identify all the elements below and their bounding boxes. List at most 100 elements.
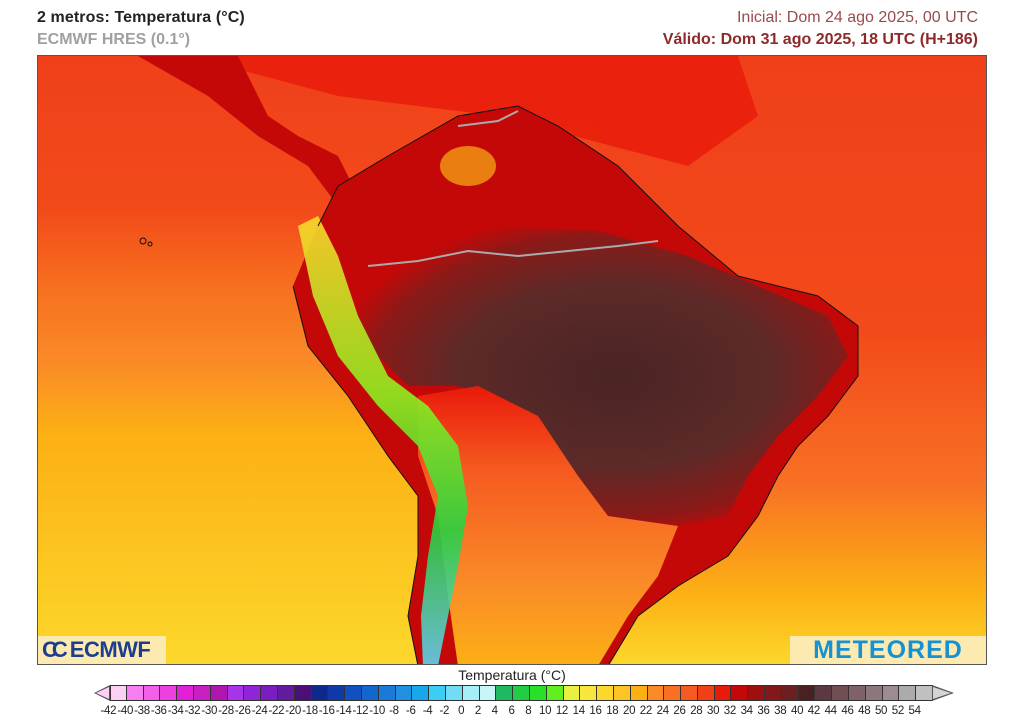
colorbar-tick-label: -16 (318, 705, 335, 717)
colorbar-swatch (765, 685, 782, 701)
colorbar-swatch (630, 685, 648, 701)
colorbar-swatch (412, 685, 430, 701)
colorbar-swatch (529, 685, 547, 701)
colorbar-swatch (311, 685, 329, 701)
colorbar-swatch (731, 685, 749, 701)
colorbar-tick-label: 44 (824, 705, 837, 717)
colorbar-tick-label: -4 (422, 705, 433, 717)
colorbar-tick-label: 36 (757, 705, 770, 717)
colorbar-swatch (445, 685, 463, 701)
colorbar-tick-label: -32 (184, 705, 201, 717)
colorbar-tick-label: 24 (656, 705, 669, 717)
colorbar-swatch (748, 685, 766, 701)
colorbar-tick-label: 2 (474, 705, 481, 717)
colorbar-tick-label: -2 (439, 705, 450, 717)
colorbar-tick-label: 20 (623, 705, 636, 717)
colorbar-tick-label: 26 (673, 705, 686, 717)
colorbar-tick-label: -28 (218, 705, 234, 717)
colorbar-tick-label: 50 (874, 705, 888, 717)
colorbar-swatch (193, 685, 211, 701)
colorbar-tick-label: 30 (706, 705, 720, 717)
colorbar-tick-label: 12 (555, 705, 569, 717)
colorbar-swatch (126, 685, 144, 701)
colorbar-swatch (361, 685, 379, 701)
colorbar-tick-label: -14 (335, 705, 352, 717)
colorbar-tick-label: -22 (268, 705, 285, 717)
colorbar-tick-label: 54 (908, 705, 921, 717)
colorbar-swatch (479, 685, 497, 701)
colorbar-tick-label: -18 (302, 705, 318, 717)
colorbar-title: Temperatura (°C) (458, 667, 566, 683)
colorbar-tick-label: -38 (134, 705, 150, 717)
colorbar-swatch (210, 685, 228, 701)
colorbar-tick-label: 28 (690, 705, 703, 717)
initial-time: Inicial: Dom 24 ago 2025, 00 UTC (736, 9, 978, 26)
colorbar-tick-label: 6 (508, 705, 515, 717)
map-canvas (38, 56, 986, 664)
valid-time: Válido: Dom 31 ago 2025, 18 UTC (H+186) (662, 31, 978, 48)
colorbar-tick-label: 4 (491, 705, 498, 717)
colorbar-tick-label: 22 (639, 705, 652, 717)
chart-title: 2 metros: Temperatura (°C) (37, 9, 245, 26)
colorbar-swatch (143, 685, 161, 701)
colorbar-tick-label: 0 (458, 705, 465, 717)
colorbar-swatch (832, 685, 850, 701)
colorbar-tick-label: 52 (891, 705, 904, 717)
colorbar-tick-label: -10 (369, 705, 386, 717)
colorbar-swatch (899, 685, 917, 701)
colorbar-swatch (714, 685, 732, 701)
colorbar-tick-label: 10 (539, 705, 552, 717)
colorbar-swatch (815, 685, 833, 701)
colorbar-swatch (647, 685, 665, 701)
colorbar-tick-label: -8 (389, 705, 399, 717)
colorbar-swatch (865, 685, 883, 701)
colorbar-swatch (681, 685, 698, 701)
colorbar-tick-label: -26 (234, 705, 251, 717)
colorbar-tick-label: 38 (774, 705, 787, 717)
colorbar-max-arrow-icon (932, 685, 955, 701)
colorbar-swatch (110, 685, 127, 701)
colorbar-tick-label: 18 (606, 705, 619, 717)
colorbar-tick-label: -6 (405, 705, 416, 717)
ecmwf-logo-icon: CC (42, 637, 68, 662)
colorbar-swatch (261, 685, 278, 701)
colorbar-swatch (429, 685, 446, 701)
colorbar-swatch (916, 685, 934, 701)
ecmwf-logo: CC ECMWF (38, 636, 166, 664)
colorbar-tick-label: 14 (572, 705, 585, 717)
colorbar-tick-label: -34 (167, 705, 184, 717)
colorbar-swatch (244, 685, 262, 701)
colorbar-tick-label: -42 (100, 705, 117, 717)
colorbar-swatch (395, 685, 413, 701)
colorbar-tick-label: -40 (117, 705, 134, 717)
model-label: ECMWF HRES (0.1°) (37, 31, 191, 48)
colorbar-swatch (849, 685, 866, 701)
colorbar-tick-label: 16 (589, 705, 602, 717)
colorbar-min-arrow-icon (94, 685, 110, 701)
colorbar-swatch (294, 685, 312, 701)
colorbar-swatch (177, 685, 194, 701)
colorbar-swatch (378, 685, 396, 701)
temperature-map[interactable] (37, 55, 987, 665)
colorbar (110, 685, 934, 701)
colorbar-swatch (496, 685, 514, 701)
colorbar-tick-label: 48 (858, 705, 871, 717)
colorbar-tick-label: 32 (723, 705, 736, 717)
colorbar-swatch (345, 685, 362, 701)
colorbar-tick-label: 34 (740, 705, 753, 717)
colorbar-swatch (781, 685, 799, 701)
colorbar-swatch (882, 685, 900, 701)
colorbar-tick-label: -20 (285, 705, 302, 717)
colorbar-swatch (277, 685, 295, 701)
colorbar-tick-label: 46 (841, 705, 854, 717)
colorbar-swatch (160, 685, 178, 701)
colorbar-swatch (462, 685, 480, 701)
colorbar-swatch (798, 685, 816, 701)
colorbar-tick-label: 40 (790, 705, 804, 717)
meteored-logo: METEORED (790, 636, 986, 664)
colorbar-tick-label: 42 (807, 705, 820, 717)
colorbar-tick-label: -36 (150, 705, 167, 717)
colorbar-tick-label: -30 (201, 705, 218, 717)
colorbar-labels: -42 -40 -38 -36 -34 -32 -30 -28 -26 -24 -22 -20 -18-… (100, 705, 923, 717)
colorbar-swatch (563, 685, 581, 701)
